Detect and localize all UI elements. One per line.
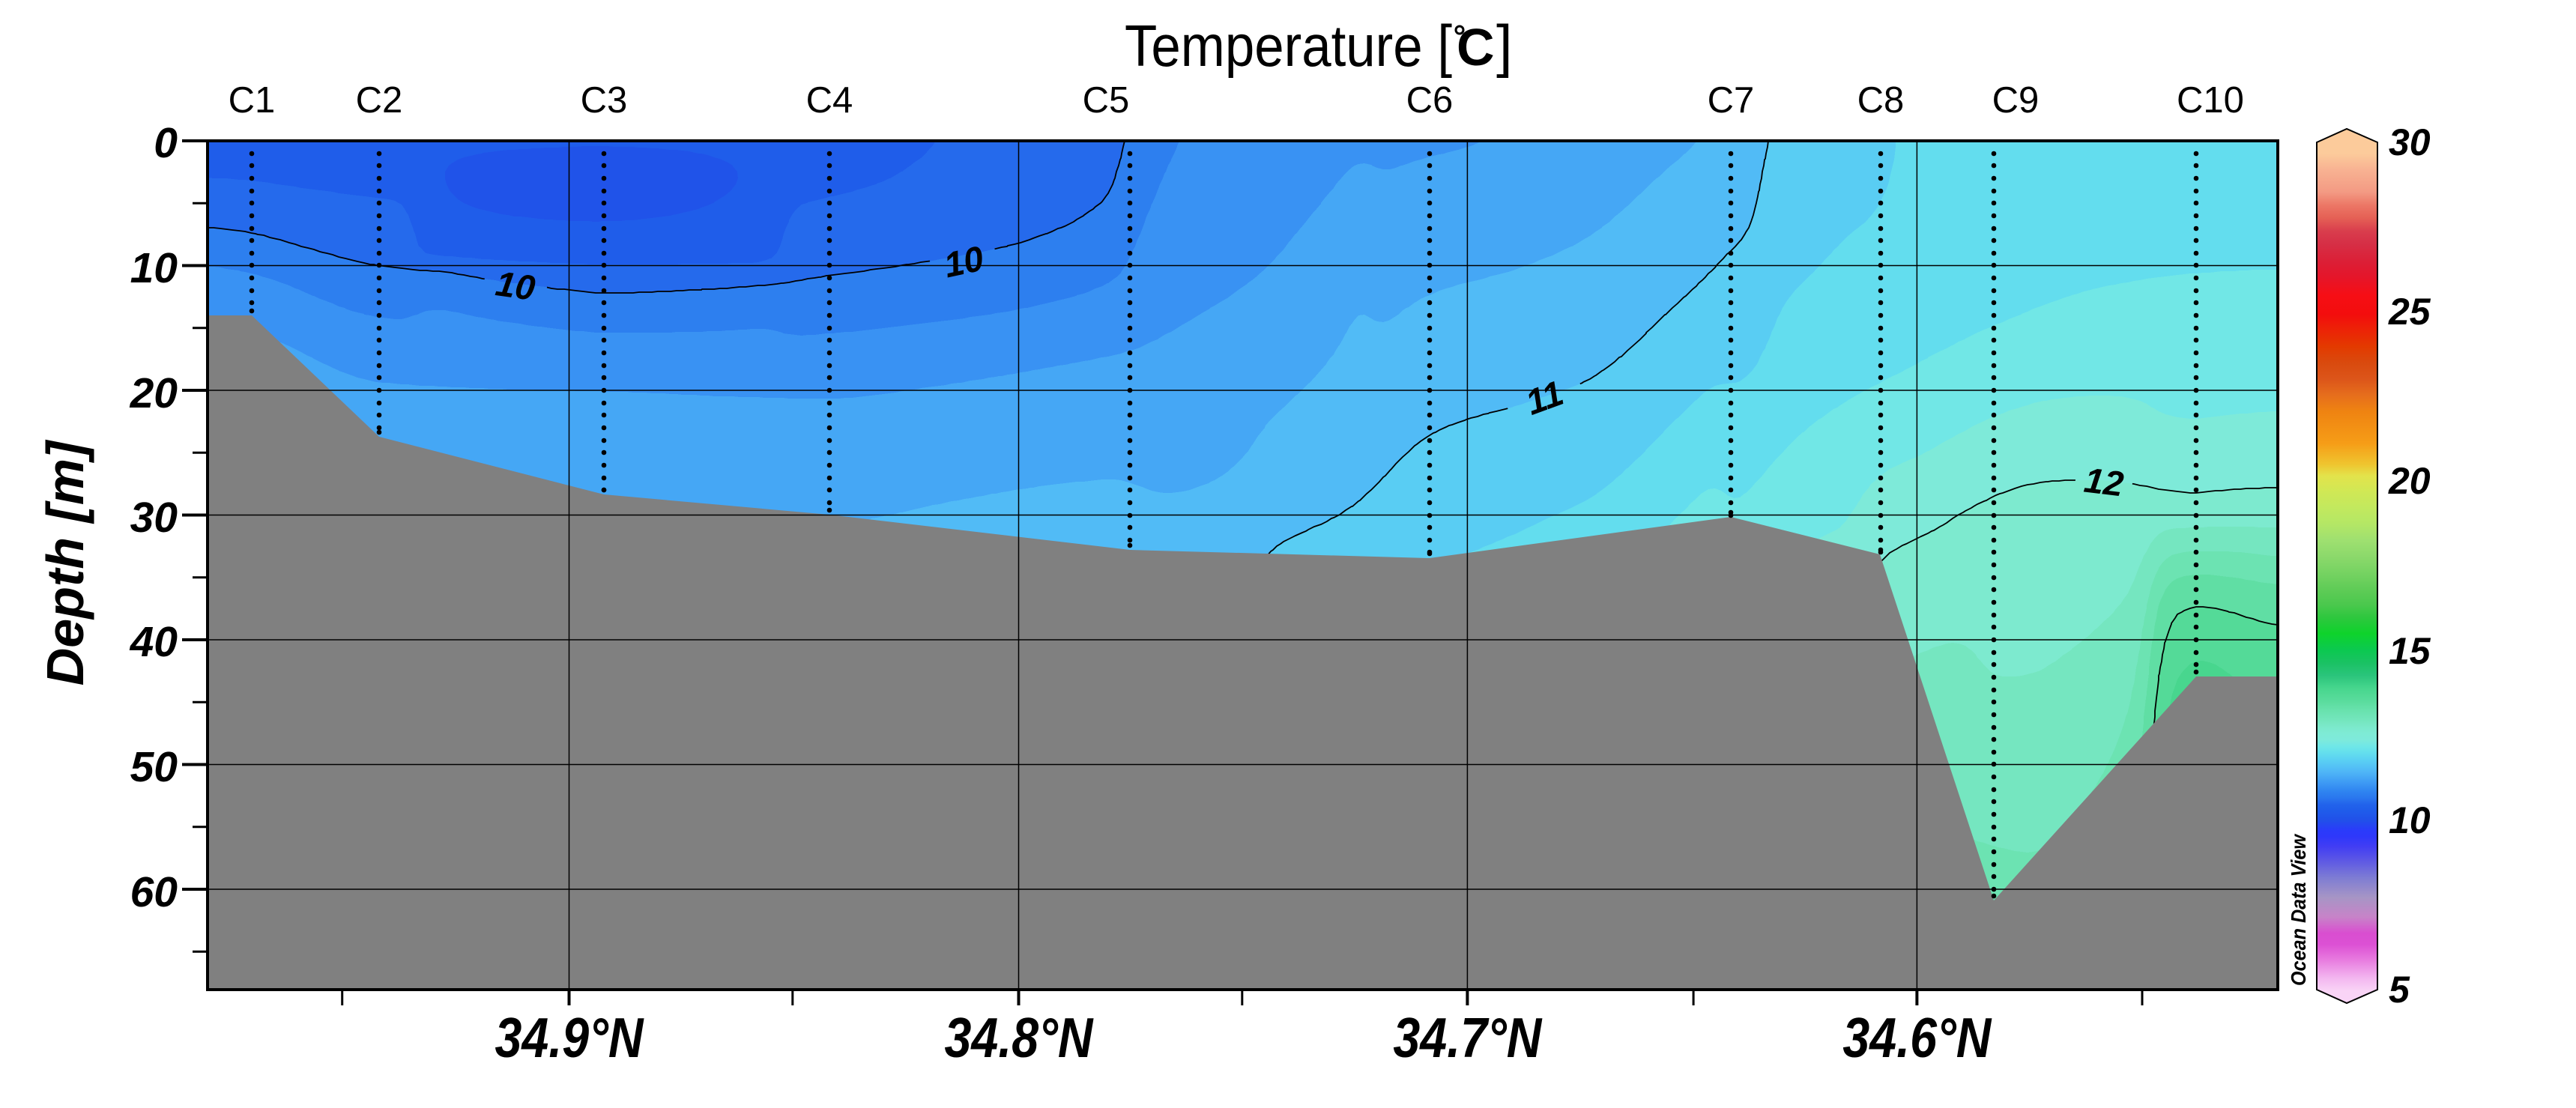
svg-text:C1: C1 (229, 80, 276, 121)
svg-text:Ocean Data View: Ocean Data View (2287, 833, 2310, 986)
svg-text:C2: C2 (356, 80, 403, 121)
svg-text:5: 5 (2389, 969, 2410, 1011)
svg-text:C: C (1457, 18, 1495, 76)
svg-text:40: 40 (130, 618, 178, 666)
svg-text:C3: C3 (581, 80, 628, 121)
svg-text:0: 0 (154, 119, 178, 167)
svg-text:30: 30 (2389, 121, 2431, 163)
svg-text:C9: C9 (1992, 80, 2040, 121)
svg-text:30: 30 (130, 494, 178, 542)
svg-text:C8: C8 (1857, 80, 1905, 121)
svg-text:34.6°N: 34.6°N (1842, 1006, 1992, 1069)
svg-text:34.8°N: 34.8°N (945, 1006, 1095, 1069)
svg-text:C5: C5 (1083, 80, 1130, 121)
svg-text:Depth [m]: Depth [m] (36, 439, 94, 685)
svg-text:34.7°N: 34.7°N (1393, 1006, 1543, 1069)
svg-text:C6: C6 (1406, 80, 1454, 121)
svg-text:Temperature [: Temperature [ (1125, 13, 1452, 79)
svg-text:12: 12 (2082, 460, 2126, 504)
svg-text:25: 25 (2388, 291, 2431, 333)
svg-text:]: ] (1496, 13, 1513, 79)
svg-text:20: 20 (130, 369, 178, 417)
svg-text:C7: C7 (1708, 80, 1755, 121)
svg-text:C4: C4 (806, 80, 853, 121)
svg-text:10: 10 (493, 263, 537, 308)
svg-text:60: 60 (130, 868, 178, 916)
svg-text:C10: C10 (2177, 80, 2244, 121)
svg-text:10: 10 (2389, 799, 2431, 841)
svg-text:50: 50 (130, 743, 178, 791)
svg-text:10: 10 (130, 244, 178, 292)
svg-text:34.9°N: 34.9°N (495, 1006, 645, 1069)
svg-text:15: 15 (2389, 630, 2431, 672)
svg-text:10: 10 (940, 238, 987, 285)
svg-text:20: 20 (2388, 460, 2431, 502)
